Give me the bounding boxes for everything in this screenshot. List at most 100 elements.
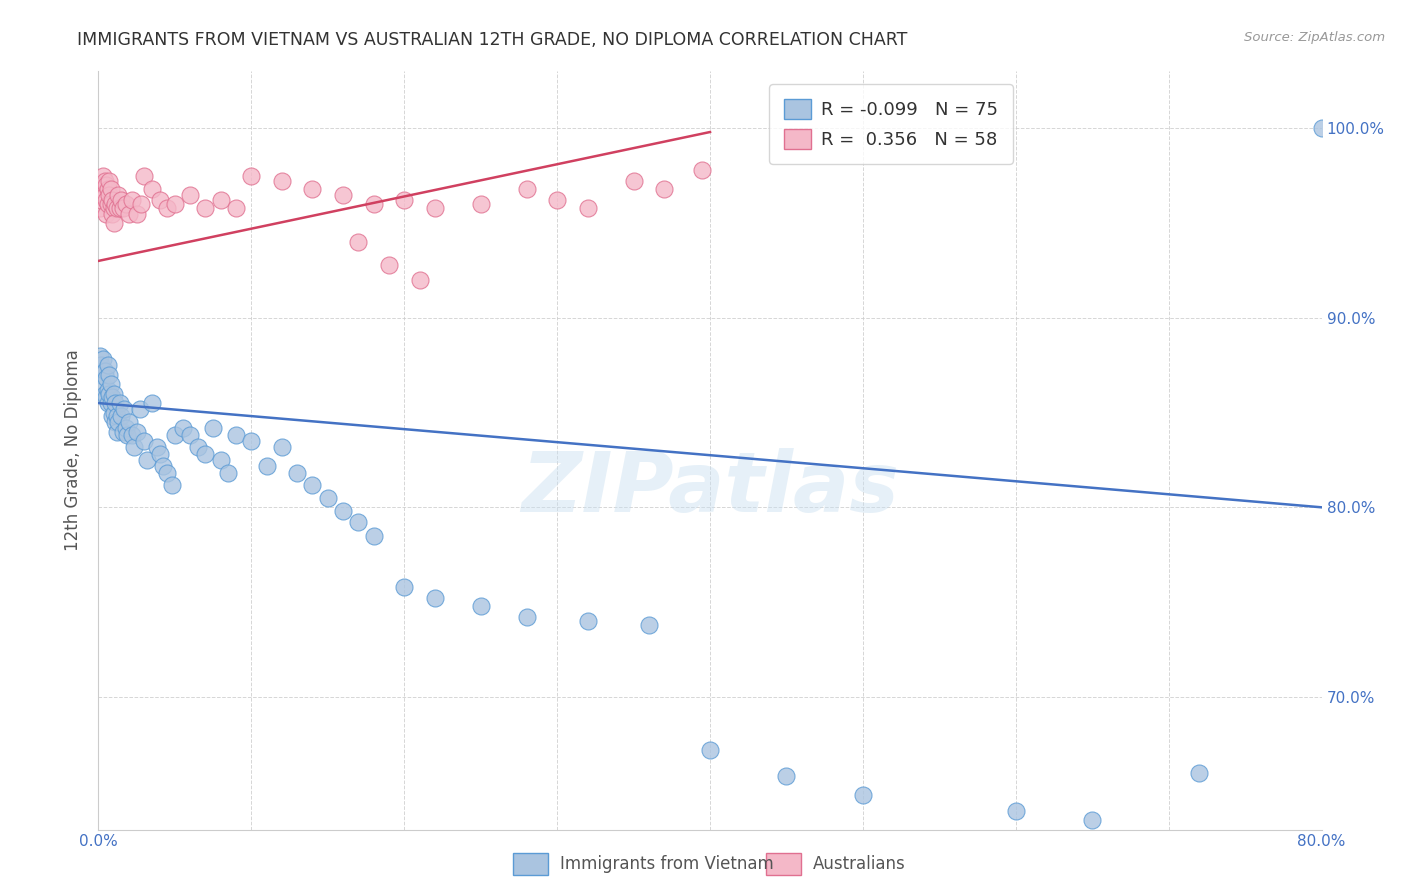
Point bbox=[108, 396, 131, 410]
Point bbox=[470, 599, 492, 613]
Point bbox=[107, 415, 129, 429]
Point bbox=[100, 182, 122, 196]
Point bbox=[97, 358, 120, 372]
Point bbox=[115, 197, 138, 211]
Point bbox=[392, 193, 416, 207]
Text: Source: ZipAtlas.com: Source: ZipAtlas.com bbox=[1244, 31, 1385, 45]
Point bbox=[129, 197, 152, 211]
Point bbox=[105, 409, 128, 424]
Point bbox=[91, 178, 114, 192]
Point bbox=[121, 193, 143, 207]
Point bbox=[89, 349, 111, 363]
Point bbox=[94, 371, 117, 385]
Point bbox=[93, 187, 115, 202]
Point bbox=[115, 420, 138, 434]
Point bbox=[775, 769, 797, 783]
Point bbox=[217, 466, 239, 480]
Point bbox=[94, 178, 117, 192]
Point bbox=[546, 193, 568, 207]
Point bbox=[91, 377, 114, 392]
Point bbox=[108, 201, 131, 215]
Point bbox=[98, 187, 121, 202]
Point bbox=[1188, 765, 1211, 780]
Point bbox=[91, 169, 114, 183]
Point bbox=[637, 617, 661, 632]
Point bbox=[90, 193, 112, 207]
Point bbox=[136, 453, 159, 467]
Point bbox=[90, 182, 112, 196]
Point bbox=[90, 358, 112, 372]
Point bbox=[332, 504, 354, 518]
Point bbox=[240, 169, 263, 183]
Point bbox=[97, 396, 120, 410]
Point bbox=[94, 206, 117, 220]
Point bbox=[270, 174, 292, 188]
Point bbox=[134, 434, 156, 448]
Point bbox=[118, 206, 141, 220]
Point bbox=[98, 368, 121, 382]
Text: IMMIGRANTS FROM VIETNAM VS AUSTRALIAN 12TH GRADE, NO DIPLOMA CORRELATION CHART: IMMIGRANTS FROM VIETNAM VS AUSTRALIAN 12… bbox=[77, 31, 908, 49]
Point bbox=[423, 201, 446, 215]
Text: Australians: Australians bbox=[813, 855, 905, 872]
Point bbox=[101, 391, 124, 405]
Point bbox=[172, 420, 194, 434]
Point bbox=[363, 529, 385, 543]
Point bbox=[94, 193, 117, 207]
Point bbox=[100, 197, 122, 211]
Point bbox=[105, 201, 128, 215]
Point bbox=[576, 201, 599, 215]
Point bbox=[699, 743, 721, 757]
Point bbox=[94, 391, 117, 405]
Point bbox=[128, 401, 150, 416]
Point bbox=[101, 206, 124, 220]
Point bbox=[141, 396, 163, 410]
Point bbox=[209, 453, 232, 467]
Point bbox=[470, 197, 492, 211]
Text: ZIPatlas: ZIPatlas bbox=[522, 448, 898, 529]
Point bbox=[652, 182, 675, 196]
FancyBboxPatch shape bbox=[766, 853, 801, 875]
Point bbox=[378, 258, 401, 272]
Point bbox=[101, 409, 124, 424]
Point bbox=[576, 614, 599, 628]
Point bbox=[202, 420, 225, 434]
Point bbox=[110, 193, 132, 207]
Point bbox=[93, 364, 115, 378]
Point bbox=[240, 434, 263, 448]
Point bbox=[256, 458, 278, 473]
Point bbox=[105, 425, 128, 439]
Point bbox=[1004, 804, 1026, 818]
Point bbox=[149, 193, 172, 207]
Point bbox=[363, 197, 385, 211]
Point bbox=[107, 187, 129, 202]
Text: Immigrants from Vietnam: Immigrants from Vietnam bbox=[560, 855, 773, 872]
Point bbox=[163, 428, 186, 442]
Point bbox=[93, 174, 115, 188]
Point bbox=[149, 447, 172, 461]
Point bbox=[270, 440, 292, 454]
Point bbox=[156, 466, 179, 480]
Point bbox=[145, 440, 167, 454]
Point bbox=[104, 197, 127, 211]
Point bbox=[98, 386, 121, 401]
Point bbox=[103, 405, 125, 419]
Point bbox=[156, 201, 179, 215]
Point bbox=[100, 377, 122, 392]
Legend: R = -0.099   N = 75, R =  0.356   N = 58: R = -0.099 N = 75, R = 0.356 N = 58 bbox=[769, 84, 1012, 164]
Point bbox=[91, 352, 114, 367]
Point bbox=[111, 201, 134, 215]
Point bbox=[91, 187, 114, 202]
Point bbox=[163, 197, 186, 211]
Point bbox=[97, 383, 120, 397]
Point bbox=[98, 174, 121, 188]
Point bbox=[134, 169, 156, 183]
Point bbox=[125, 206, 148, 220]
Point bbox=[1081, 813, 1104, 827]
Point bbox=[118, 415, 141, 429]
Point bbox=[194, 447, 217, 461]
Point bbox=[852, 789, 875, 803]
Point bbox=[110, 409, 132, 424]
Point bbox=[516, 610, 538, 624]
Point bbox=[117, 428, 139, 442]
Point bbox=[141, 182, 163, 196]
